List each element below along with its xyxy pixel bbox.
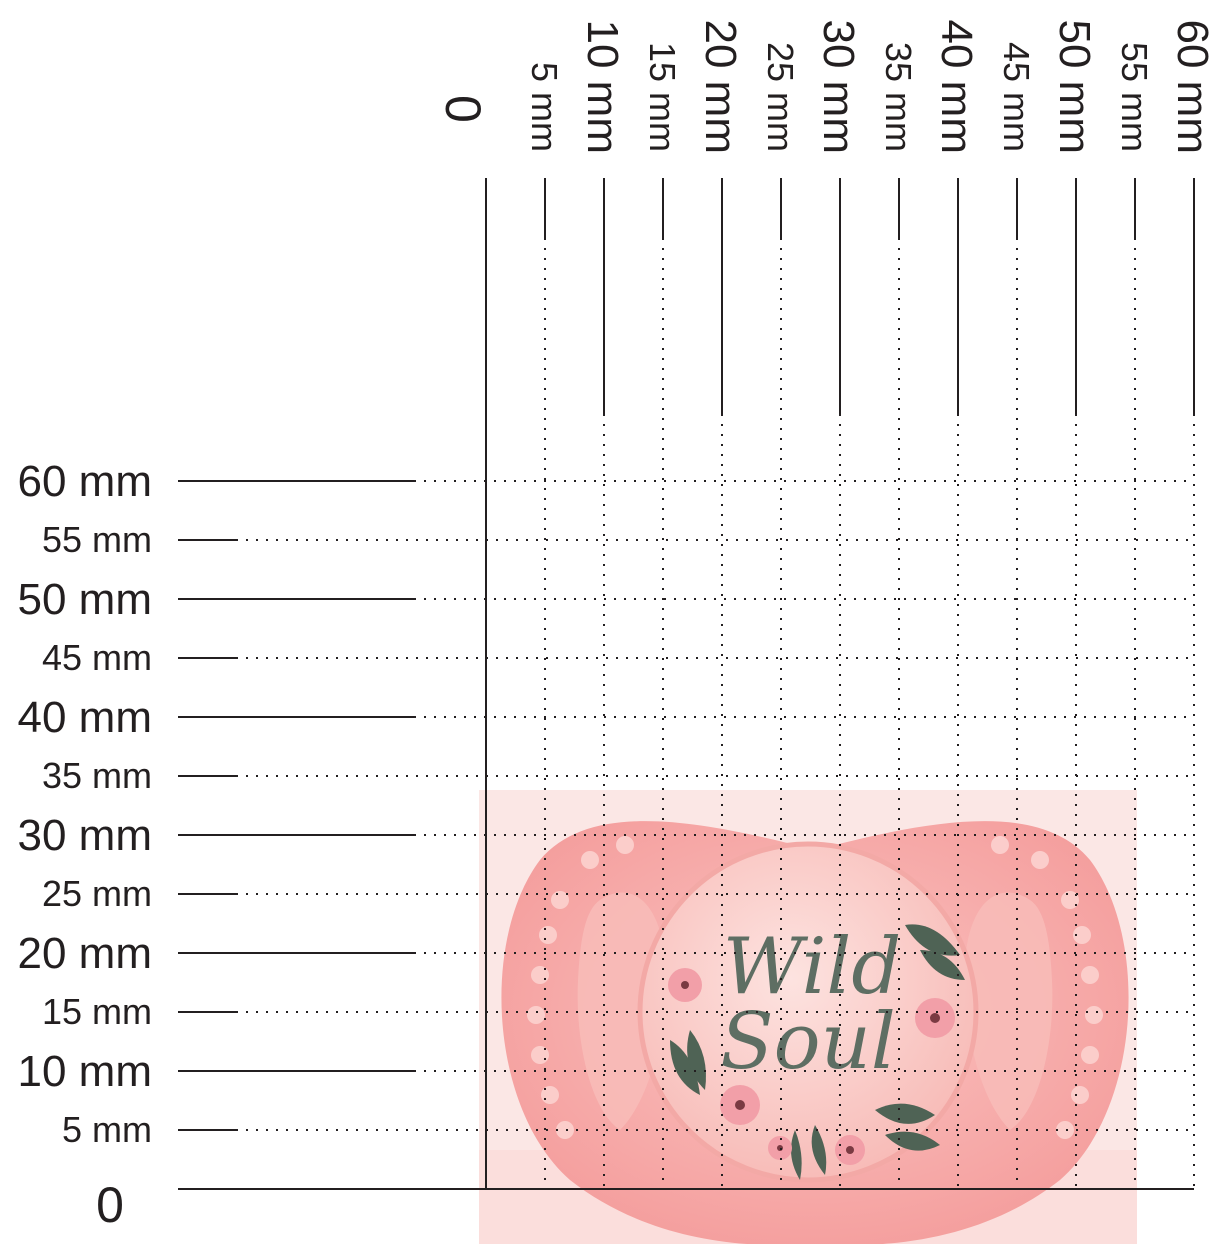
x-tick-label: 25 mm	[760, 42, 801, 152]
x-tick-label: 10 mm	[578, 20, 627, 154]
x-tick-label: 50 mm	[1050, 20, 1099, 154]
x-tick-label: 30 mm	[814, 20, 863, 154]
y-tick-label: 50 mm	[18, 575, 152, 624]
print-text-soul: Soul	[720, 997, 896, 1087]
print-text-wild: Wild	[723, 922, 902, 1012]
horizontal-ruler: 0 5 mm 10 mm 15 mm 20 mm 25 mm 30 mm 35 mm 40 mm…	[435, 20, 1217, 414]
x-tick-label: 45 mm	[996, 42, 1037, 152]
shield-vent-left	[577, 892, 666, 1130]
shield-vent-right	[964, 892, 1053, 1130]
x-tick-label: 20 mm	[696, 20, 745, 154]
pacifier-photo: Wild Soul	[479, 790, 1137, 1244]
measurement-grid	[178, 178, 1195, 1190]
x-tick-label: 55 mm	[1114, 42, 1155, 152]
y-tick-label: 25 mm	[42, 873, 152, 914]
vertical-ruler: 0 5 mm 10 mm 15 mm 20 mm 25 mm 30 mm 35 mm 40 mm…	[18, 457, 414, 1233]
y-tick-label: 15 mm	[42, 991, 152, 1032]
leaf-decoration	[670, 924, 965, 1180]
shield-dots	[527, 836, 1103, 1139]
y-tick-label: 60 mm	[18, 457, 152, 506]
y-tick-label: 35 mm	[42, 755, 152, 796]
x-tick-label: 35 mm	[878, 42, 919, 152]
x-tick-label: 60 mm	[1168, 20, 1217, 154]
y-tick-label: 55 mm	[42, 519, 152, 560]
y-tick-label: 10 mm	[18, 1047, 152, 1096]
x-zero-label: 0	[435, 95, 491, 123]
y-tick-label: 40 mm	[18, 693, 152, 742]
x-tick-label: 40 mm	[932, 20, 981, 154]
y-tick-label: 45 mm	[42, 637, 152, 678]
y-zero-label: 0	[96, 1177, 124, 1233]
y-tick-label: 20 mm	[18, 929, 152, 978]
x-tick-label: 5 mm	[524, 62, 565, 152]
y-tick-label: 5 mm	[62, 1109, 152, 1150]
y-tick-label: 30 mm	[18, 811, 152, 860]
x-tick-label: 15 mm	[642, 42, 683, 152]
